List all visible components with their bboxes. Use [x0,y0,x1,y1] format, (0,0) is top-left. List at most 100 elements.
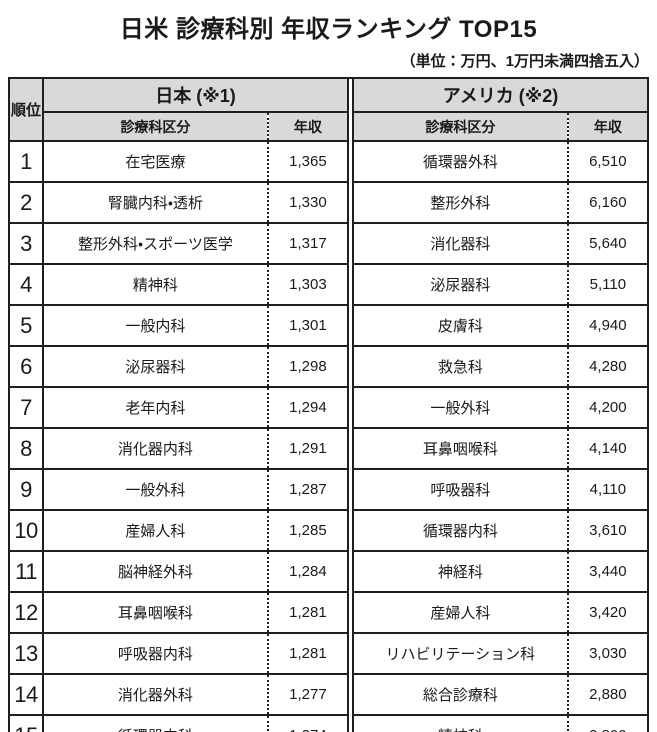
unit-note: （単位：万円、1万円未満四捨五入） [400,53,649,70]
rank-cell: 12 [7,591,45,634]
jp-salary-cell: 1,330 [266,181,350,224]
us-dept-cell: 呼吸器科 [352,468,568,511]
us-salary-cell: 2,880 [566,673,650,716]
us-salary-cell: 2,800 [566,714,650,732]
us-salary-cell: 4,110 [566,468,650,511]
jp-salary-cell: 1,365 [266,140,350,183]
jp-dept-cell: 一般外科 [42,468,268,511]
us-dept-cell: 耳鼻咽喉科 [352,427,568,470]
us-dept-cell: 泌尿器科 [352,263,568,306]
us-dept-cell: 循環器外科 [352,140,568,183]
table-row: 15 循環器内科 1,274 精神科 2,800 [7,714,650,732]
jp-dept-cell: 在宅医療 [42,140,268,183]
us-salary-cell: 4,140 [566,427,650,470]
us-salary-cell: 3,440 [566,550,650,593]
table-row: 11 脳神経外科 1,284 神経科 3,440 [7,550,650,593]
jp-dept-cell: 精神科 [42,263,268,306]
row-gap [347,428,355,469]
us-dept-cell: 一般外科 [352,386,568,429]
ranking-table-container: 順位 日本 (※1) アメリカ (※2) 診療科区分 年収 診療科区分 年収 1… [7,77,650,732]
jp-dept-cell: 呼吸器内科 [42,632,268,675]
us-salary-cell: 5,640 [566,222,650,265]
rank-column-header: 順位 [7,77,45,142]
row-gap [347,305,355,346]
jp-dept-cell: 循環器内科 [42,714,268,732]
america-dept-header: 診療科区分 [352,111,568,142]
us-salary-cell: 3,420 [566,591,650,634]
us-dept-cell: 神経科 [352,550,568,593]
rank-cell: 5 [7,304,45,347]
jp-salary-cell: 1,301 [266,304,350,347]
rank-cell: 8 [7,427,45,470]
jp-salary-cell: 1,277 [266,673,350,716]
table-row: 9 一般外科 1,287 呼吸器科 4,110 [7,468,650,511]
japan-salary-header: 年収 [266,111,350,142]
us-salary-cell: 4,940 [566,304,650,347]
row-gap [347,182,355,223]
jp-salary-cell: 1,281 [266,591,350,634]
group-gap [347,77,355,141]
page-title: 日米 診療科別 年収ランキング TOP15 [119,16,538,43]
us-salary-cell: 3,610 [566,509,650,552]
rank-cell: 11 [7,550,45,593]
japan-group-header: 日本 (※1) [42,77,350,113]
table-row: 8 消化器内科 1,291 耳鼻咽喉科 4,140 [7,427,650,470]
header-group-row: 順位 日本 (※1) アメリカ (※2) [7,77,649,142]
row-gap [347,510,355,551]
rank-cell: 1 [7,140,45,183]
us-dept-cell: 皮膚科 [352,304,568,347]
rank-cell: 15 [7,714,45,732]
rank-cell: 6 [7,345,45,388]
table-row: 1 在宅医療 1,365 循環器外科 6,510 [7,140,650,183]
rank-cell: 2 [7,181,45,224]
jp-dept-cell: 産婦人科 [42,509,268,552]
america-group-header: アメリカ (※2) [352,77,649,113]
row-gap [347,223,355,264]
row-gap [347,141,355,182]
jp-dept-cell: 腎臓内科・透析 [42,181,268,224]
us-dept-cell: リハビリテーション科 [352,632,568,675]
jp-salary-cell: 1,317 [266,222,350,265]
table-row: 12 耳鼻咽喉科 1,281 産婦人科 3,420 [7,591,650,634]
row-gap [347,551,355,592]
us-dept-cell: 救急科 [352,345,568,388]
us-salary-cell: 4,280 [566,345,650,388]
us-salary-cell: 6,160 [566,181,650,224]
jp-dept-cell: 整形外科・スポーツ医学 [42,222,268,265]
row-gap [347,346,355,387]
japan-dept-header: 診療科区分 [42,111,268,142]
jp-salary-cell: 1,298 [266,345,350,388]
table-row: 6 泌尿器科 1,298 救急科 4,280 [7,345,650,388]
row-gap [347,715,355,732]
jp-salary-cell: 1,274 [266,714,350,732]
jp-dept-cell: 老年内科 [42,386,268,429]
jp-salary-cell: 1,294 [266,386,350,429]
jp-dept-cell: 消化器内科 [42,427,268,470]
table-row: 2 腎臓内科・透析 1,330 整形外科 6,160 [7,181,650,224]
rank-cell: 13 [7,632,45,675]
jp-dept-cell: 泌尿器科 [42,345,268,388]
jp-salary-cell: 1,281 [266,632,350,675]
jp-dept-cell: 耳鼻咽喉科 [42,591,268,634]
us-dept-cell: 循環器内科 [352,509,568,552]
jp-salary-cell: 1,285 [266,509,350,552]
us-salary-cell: 4,200 [566,386,650,429]
us-dept-cell: 産婦人科 [352,591,568,634]
jp-salary-cell: 1,291 [266,427,350,470]
ranking-table: 順位 日本 (※1) アメリカ (※2) 診療科区分 年収 診療科区分 年収 1… [7,77,650,732]
america-salary-header: 年収 [566,111,650,142]
row-gap [347,469,355,510]
us-salary-cell: 5,110 [566,263,650,306]
us-dept-cell: 総合診療科 [352,673,568,716]
jp-salary-cell: 1,284 [266,550,350,593]
rank-cell: 3 [7,222,45,265]
table-row: 10 産婦人科 1,285 循環器内科 3,610 [7,509,650,552]
table-row: 7 老年内科 1,294 一般外科 4,200 [7,386,650,429]
row-gap [347,264,355,305]
us-salary-cell: 3,030 [566,632,650,675]
header-sub-row: 診療科区分 年収 診療科区分 年収 [9,111,650,142]
row-gap [347,592,355,633]
table-row: 5 一般内科 1,301 皮膚科 4,940 [7,304,650,347]
jp-dept-cell: 脳神経外科 [42,550,268,593]
